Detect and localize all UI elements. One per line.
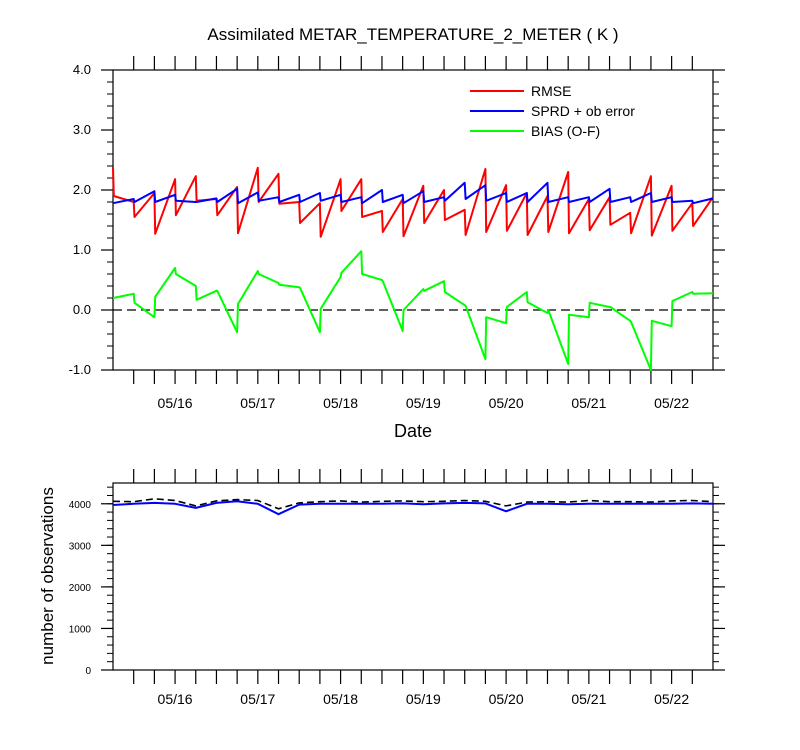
x-tick-label: 05/20	[489, 691, 524, 707]
y-tick-label: 2000	[69, 583, 92, 594]
legend: RMSE SPRD + ob error BIAS (O-F)	[470, 83, 635, 139]
x-tick-label: 05/19	[406, 691, 441, 707]
bottom-chart: 0 1000 2000 3000 4000 05/16 05/17 05/18 05/19 05/…	[69, 469, 725, 707]
plot-frame	[112, 482, 714, 671]
x-tick-label: 05/16	[158, 691, 193, 707]
y-axis-title-observations: number of observations	[38, 487, 57, 665]
x-tick-label: 05/22	[654, 395, 689, 411]
x-tick-label: 05/17	[240, 691, 275, 707]
y-tick-label: 3.0	[73, 122, 91, 137]
legend-label-bias: BIAS (O-F)	[531, 123, 600, 139]
x-tick-label: 05/17	[240, 395, 275, 411]
y-tick-label: 0	[85, 666, 91, 677]
y-tick-label: 4.0	[73, 62, 91, 77]
x-axis-title: Date	[394, 421, 432, 441]
legend-label-sprd: SPRD + ob error	[531, 103, 635, 119]
y-tick-label: 1000	[69, 624, 92, 635]
x-tick-label: 05/20	[489, 395, 524, 411]
y-tick-label: 0.0	[73, 302, 91, 317]
plot-frame	[112, 69, 714, 371]
y-tick-label: -1.0	[69, 362, 91, 377]
top-chart: -1.0 0.0 1.0 2.0 3.0 4.0 05/16 05/17 05/18 05/19 0…	[69, 56, 725, 411]
y-tick-label: 4000	[69, 500, 92, 511]
y-tick-label: 1.0	[73, 242, 91, 257]
y-tick-label: 2.0	[73, 182, 91, 197]
y-tick-label: 3000	[69, 541, 92, 552]
series-line-obs-used	[112, 500, 714, 516]
series-line-rmse	[112, 166, 714, 238]
series-line-bias-o-f	[112, 250, 714, 371]
legend-label-rmse: RMSE	[531, 83, 571, 99]
chart-title: Assimilated METAR_TEMPERATURE_2_METER ( …	[207, 25, 618, 44]
x-tick-label: 05/18	[323, 395, 358, 411]
series-line-obs-possible	[112, 497, 714, 510]
series-line-sprd-ob-error	[112, 181, 714, 205]
x-tick-label: 05/19	[406, 395, 441, 411]
x-tick-label: 05/21	[571, 691, 606, 707]
x-tick-label: 05/16	[158, 395, 193, 411]
x-tick-label: 05/22	[654, 691, 689, 707]
x-tick-label: 05/18	[323, 691, 358, 707]
x-tick-label: 05/21	[571, 395, 606, 411]
